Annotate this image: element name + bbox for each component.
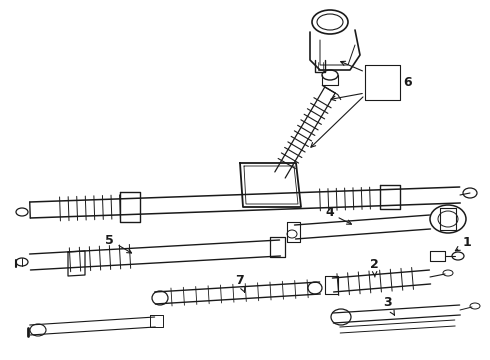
- Text: 4: 4: [325, 207, 351, 224]
- Text: 5: 5: [105, 234, 131, 253]
- Text: 6: 6: [403, 76, 412, 89]
- Text: 7: 7: [235, 274, 245, 292]
- Text: 3: 3: [383, 297, 394, 315]
- Text: 1: 1: [455, 237, 472, 251]
- Text: 2: 2: [370, 258, 379, 277]
